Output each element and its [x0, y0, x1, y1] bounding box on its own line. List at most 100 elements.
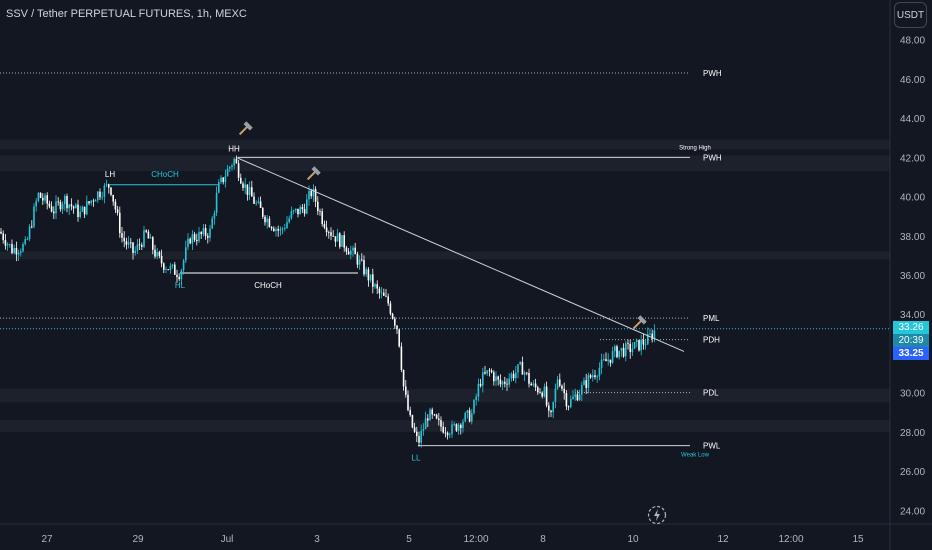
- candle-body: [277, 229, 279, 231]
- candle-body: [152, 237, 154, 250]
- candle-body: [620, 347, 623, 351]
- candle-body: [598, 368, 601, 377]
- candle-body: [457, 424, 460, 431]
- candle-body: [442, 426, 444, 433]
- candle-body: [50, 206, 53, 212]
- level-label-pml: PML: [703, 314, 720, 323]
- candle-body: [589, 375, 592, 378]
- candle-body: [367, 269, 370, 281]
- candle-body: [446, 432, 449, 436]
- candle-body: [398, 329, 400, 347]
- level-label-pwl: PWL: [703, 442, 721, 451]
- candle-body: [466, 410, 469, 414]
- candle-body: [246, 184, 249, 195]
- candle-body: [319, 211, 321, 212]
- candle-body: [165, 269, 167, 271]
- candle-body: [402, 369, 405, 387]
- candle-body: [570, 399, 572, 408]
- candle-body: [176, 274, 178, 277]
- candle-body: [90, 200, 92, 204]
- candle-body: [482, 372, 484, 386]
- candle-body: [583, 380, 585, 386]
- candle-body: [110, 187, 112, 195]
- candle-body: [105, 184, 108, 186]
- candle-body: [264, 216, 266, 223]
- candle-body: [2, 233, 4, 241]
- candle-body: [559, 379, 561, 386]
- candle-body: [453, 424, 455, 425]
- candle-body: [627, 343, 629, 345]
- candle-body: [611, 351, 614, 363]
- price-tag-top: 33.26: [893, 321, 929, 334]
- candle-body: [497, 376, 499, 380]
- candle-body: [297, 208, 299, 215]
- candle-body: [259, 201, 262, 208]
- candle-body: [143, 230, 145, 247]
- candle-body: [332, 235, 334, 237]
- candle-body: [257, 201, 260, 203]
- candle-body: [125, 241, 128, 245]
- candle-body: [182, 260, 185, 271]
- candle-body: [411, 415, 414, 428]
- hammer-icon: [306, 166, 321, 181]
- candle-body: [24, 239, 26, 245]
- hammer-icon: [238, 121, 253, 136]
- currency-button[interactable]: USDT: [894, 2, 927, 28]
- candle-body: [273, 228, 275, 232]
- candle-body: [229, 167, 231, 169]
- candle-body: [400, 346, 403, 370]
- candle-body: [519, 362, 521, 365]
- candle-body: [449, 434, 451, 436]
- candle-body: [189, 238, 191, 244]
- candle-body: [405, 386, 407, 395]
- candle-body: [638, 340, 640, 351]
- candle-body: [310, 190, 312, 197]
- candle-body: [618, 350, 620, 358]
- candle-body: [433, 414, 436, 416]
- candle-body: [532, 383, 535, 386]
- candle-body: [508, 378, 510, 385]
- candle-body: [33, 206, 35, 227]
- y-tick-label: 38.00: [900, 232, 925, 243]
- candle-body: [339, 233, 341, 247]
- candle-body: [61, 204, 64, 210]
- y-tick-label: 48.00: [900, 36, 925, 47]
- candle-body: [180, 270, 183, 280]
- x-tick-label: 10: [627, 534, 639, 545]
- candle-body: [647, 334, 649, 345]
- candle-body: [325, 227, 328, 233]
- candle-body: [103, 185, 106, 197]
- candle-body: [323, 224, 326, 228]
- candle-body: [394, 318, 396, 326]
- hammer-icon: [632, 315, 647, 330]
- candle-body: [138, 244, 141, 246]
- candle-body: [248, 187, 251, 195]
- candle-body: [77, 204, 79, 217]
- annotation-choch: CHoCH: [151, 170, 179, 179]
- candle-body: [552, 402, 554, 413]
- candle-body: [438, 418, 440, 421]
- candle-body: [295, 208, 297, 211]
- candle-body: [543, 386, 546, 397]
- candle-body: [515, 372, 517, 379]
- candle-body: [266, 218, 268, 223]
- candle-body: [97, 191, 99, 201]
- x-tick-label: 12:00: [778, 534, 803, 545]
- candle-body: [130, 242, 132, 244]
- candle-body: [444, 432, 447, 434]
- candle-body: [237, 163, 240, 178]
- candle-body: [374, 284, 376, 287]
- candle-body: [44, 195, 46, 201]
- candle-body: [572, 396, 574, 400]
- bolt-icon[interactable]: [647, 505, 667, 525]
- candle-body: [350, 250, 352, 255]
- candle-body: [70, 204, 73, 207]
- y-tick-label: 40.00: [900, 193, 925, 204]
- candle-body: [147, 231, 150, 239]
- candle-body: [202, 228, 205, 235]
- annotation-hh: HH: [228, 144, 240, 153]
- candle-body: [204, 228, 207, 236]
- candle-body: [127, 242, 130, 245]
